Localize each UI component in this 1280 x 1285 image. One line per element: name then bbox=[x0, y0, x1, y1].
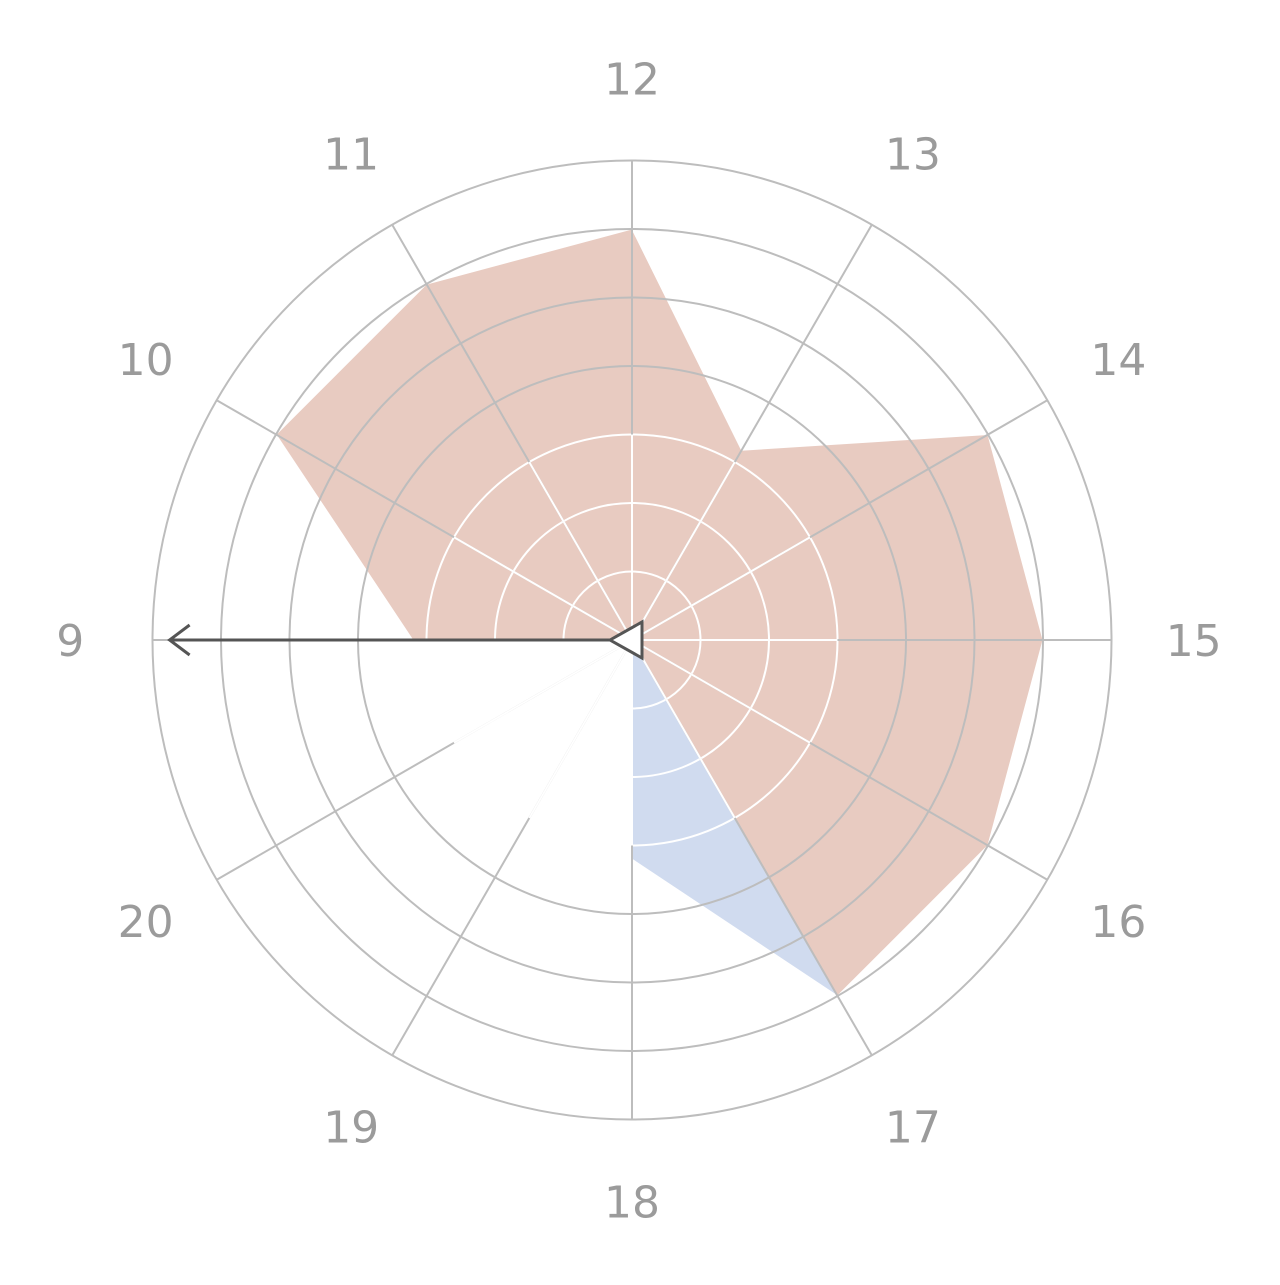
spoke-inner-19 bbox=[528, 639, 633, 819]
spoke-inner-11 bbox=[528, 461, 633, 641]
spoke-inner-20 bbox=[453, 639, 633, 744]
hour-label-9: 9 bbox=[56, 616, 84, 667]
hour-label-20: 20 bbox=[118, 897, 174, 948]
spoke-inner-14 bbox=[631, 536, 811, 641]
hour-label-15: 15 bbox=[1166, 616, 1222, 667]
hour-label-13: 13 bbox=[885, 130, 941, 181]
spoke-inner-17 bbox=[631, 639, 736, 819]
hour-label-19: 19 bbox=[323, 1102, 379, 1153]
hour-label-12: 12 bbox=[604, 54, 660, 105]
hour-label-18: 18 bbox=[604, 1178, 660, 1229]
spoke-inner-13 bbox=[631, 461, 736, 641]
hour-label-11: 11 bbox=[323, 130, 379, 181]
hour-label-14: 14 bbox=[1090, 335, 1146, 386]
hour-label-16: 16 bbox=[1090, 897, 1146, 948]
hour-label-17: 17 bbox=[885, 1102, 941, 1153]
pointer-hub-triangle bbox=[606, 619, 644, 661]
pointer-layer bbox=[167, 619, 644, 661]
pointer-arrowhead bbox=[167, 623, 191, 657]
series-layer bbox=[275, 228, 1044, 997]
spoke-inner-10 bbox=[453, 536, 633, 641]
spoke-inner-16 bbox=[631, 639, 811, 744]
series-2-area bbox=[275, 228, 1044, 997]
hour-labels: 12 13 14 15 16 17 18 19 20 9 10 11 bbox=[56, 54, 1221, 1228]
hour-label-10: 10 bbox=[118, 335, 174, 386]
